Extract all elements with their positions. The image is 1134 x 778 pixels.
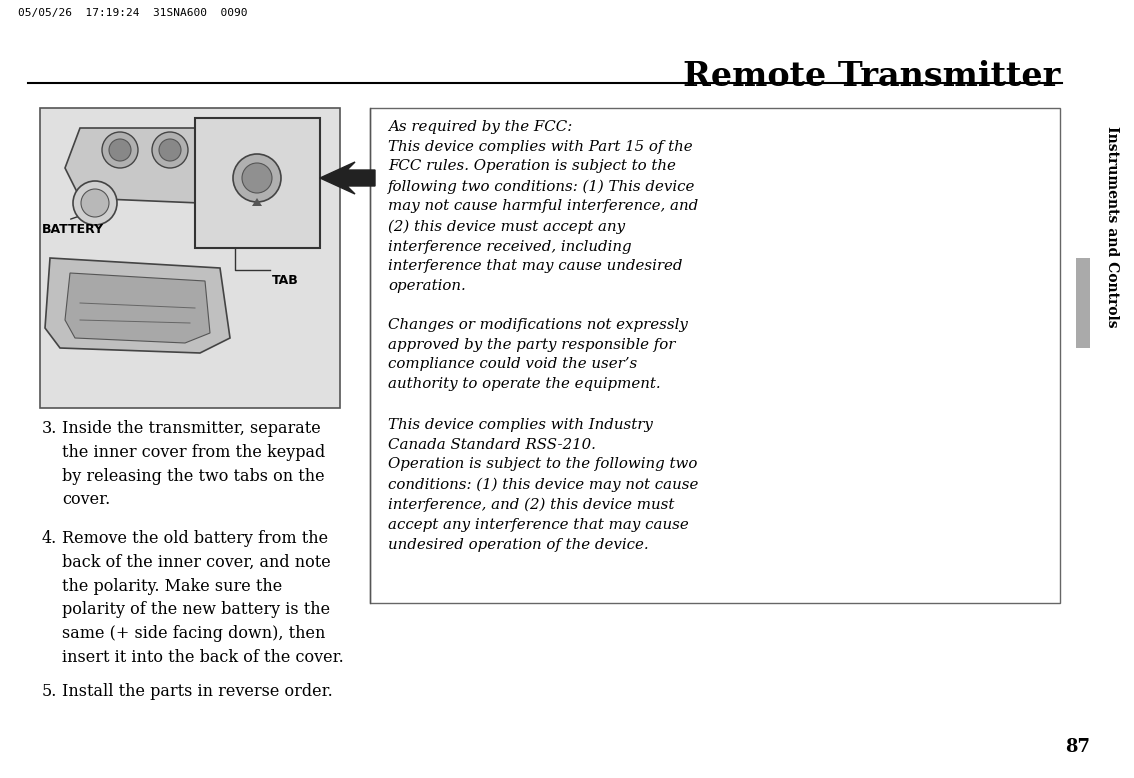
Text: Remote Transmitter: Remote Transmitter <box>683 60 1060 93</box>
Text: Instruments and Controls: Instruments and Controls <box>1105 126 1119 328</box>
Text: This device complies with Industry
Canada Standard RSS-210.
Operation is subject: This device complies with Industry Canad… <box>388 418 699 552</box>
Polygon shape <box>252 198 262 206</box>
Text: 4.: 4. <box>42 530 57 547</box>
Text: TAB: TAB <box>272 274 298 287</box>
Text: Inside the transmitter, separate
the inner cover from the keypad
by releasing th: Inside the transmitter, separate the inn… <box>62 420 325 508</box>
Circle shape <box>159 139 181 161</box>
Text: 3.: 3. <box>42 420 58 437</box>
Polygon shape <box>65 273 210 343</box>
Text: BATTERY: BATTERY <box>42 223 104 236</box>
Bar <box>195 118 320 248</box>
Circle shape <box>102 132 138 168</box>
Text: Changes or modifications not expressly
approved by the party responsible for
com: Changes or modifications not expressly a… <box>388 318 688 391</box>
Polygon shape <box>320 162 375 194</box>
Text: 87: 87 <box>1065 738 1090 756</box>
Text: Remove the old battery from the
back of the inner cover, and note
the polarity. : Remove the old battery from the back of … <box>62 530 344 666</box>
Circle shape <box>109 139 132 161</box>
Text: As required by the FCC:
This device complies with Part 15 of the
FCC rules. Oper: As required by the FCC: This device comp… <box>388 120 699 293</box>
Circle shape <box>81 189 109 217</box>
Bar <box>40 108 340 408</box>
Circle shape <box>152 132 188 168</box>
Text: Install the parts in reverse order.: Install the parts in reverse order. <box>62 683 332 700</box>
Bar <box>370 108 1060 603</box>
Circle shape <box>242 163 272 193</box>
Circle shape <box>73 181 117 225</box>
Circle shape <box>232 154 281 202</box>
Polygon shape <box>45 258 230 353</box>
Text: 05/05/26  17:19:24  31SNA600  0090: 05/05/26 17:19:24 31SNA600 0090 <box>18 8 247 18</box>
Bar <box>1076 258 1090 348</box>
Text: 5.: 5. <box>42 683 58 700</box>
Polygon shape <box>65 128 240 203</box>
